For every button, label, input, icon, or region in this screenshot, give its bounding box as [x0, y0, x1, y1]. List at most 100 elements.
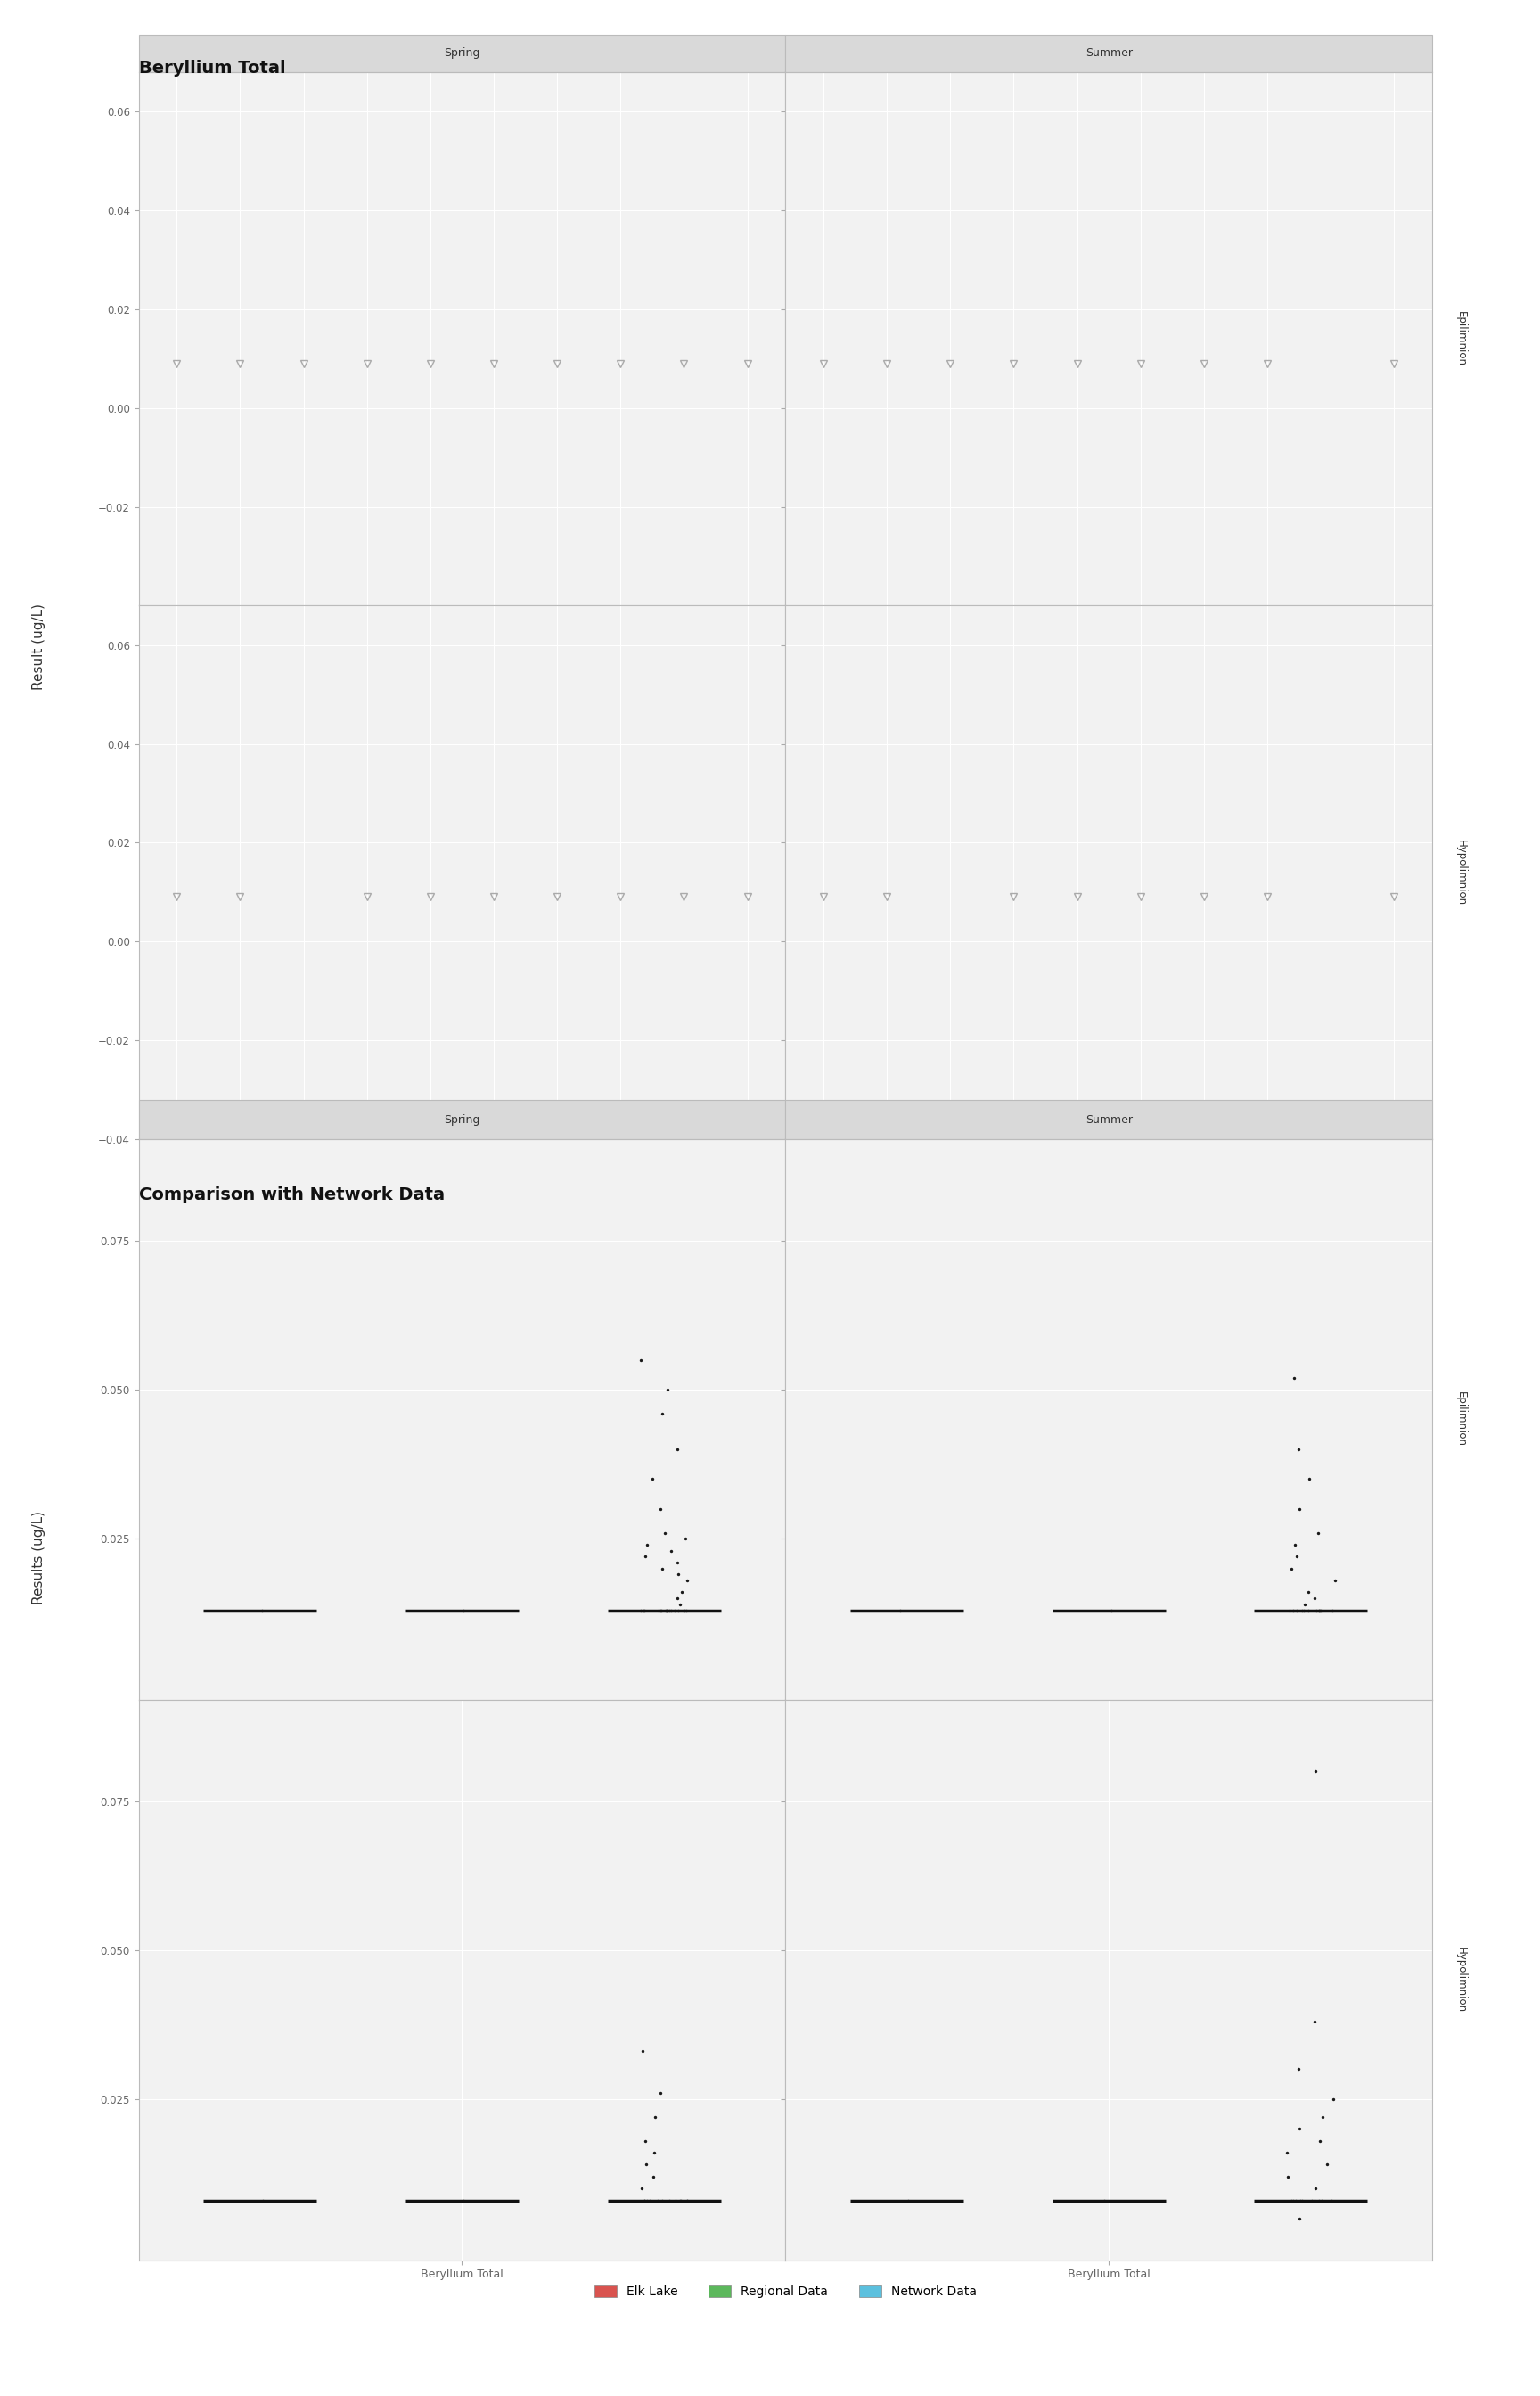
- Point: [648, 1591, 673, 1629]
- Point: [451, 1591, 476, 1629]
- Point: [653, 1514, 678, 1553]
- Point: [1277, 1591, 1301, 1629]
- Point: [1278, 2180, 1303, 2219]
- Point: [665, 1579, 690, 1617]
- Text: Spring: Spring: [444, 48, 480, 60]
- Point: [1292, 1591, 1317, 1629]
- Point: [1283, 2180, 1307, 2219]
- Point: [650, 1394, 675, 1433]
- Point: [1286, 1490, 1311, 1529]
- Point: [665, 1430, 690, 1469]
- Point: [645, 2180, 670, 2219]
- Text: Epilimnion: Epilimnion: [1455, 311, 1466, 367]
- Point: [1280, 1550, 1304, 1589]
- Point: [648, 1490, 673, 1529]
- Text: Summer: Summer: [1086, 48, 1132, 60]
- Point: [1275, 2132, 1300, 2171]
- Point: [1292, 1586, 1317, 1624]
- Point: [633, 2144, 658, 2183]
- Point: [647, 1591, 671, 1629]
- Text: Hypolimnion: Hypolimnion: [1455, 1948, 1466, 2013]
- Legend: Elk Lake, Regional Data, Network Data: Elk Lake, Regional Data, Network Data: [594, 2286, 976, 2298]
- Point: [648, 1591, 673, 1629]
- Point: [668, 2180, 693, 2219]
- Text: Hypolimnion: Hypolimnion: [1455, 839, 1466, 906]
- Point: [667, 1555, 691, 1593]
- Point: [650, 1550, 675, 1589]
- Point: [1092, 2180, 1117, 2219]
- Point: [1281, 1591, 1306, 1629]
- Point: [451, 2180, 476, 2219]
- Point: [1323, 1562, 1348, 1601]
- Point: [654, 1591, 679, 1629]
- Point: [1275, 2156, 1300, 2195]
- Point: [1321, 2080, 1346, 2118]
- Point: [633, 2123, 658, 2161]
- Bar: [785, 34, 1432, 72]
- Point: [1284, 1591, 1309, 1629]
- Point: [1287, 2200, 1312, 2238]
- Point: [1303, 2003, 1327, 2041]
- Point: [1297, 1459, 1321, 1498]
- Point: [1307, 1591, 1332, 1629]
- Point: [659, 1591, 684, 1629]
- Bar: [785, 1100, 1432, 1138]
- Text: Beryllium Total: Beryllium Total: [139, 60, 285, 77]
- Point: [1309, 2180, 1334, 2219]
- Point: [1281, 2180, 1306, 2219]
- Point: [1287, 2111, 1312, 2149]
- Point: [644, 2099, 668, 2137]
- Point: [1286, 2051, 1311, 2089]
- Point: [656, 1591, 681, 1629]
- Point: [675, 2180, 699, 2219]
- Point: [633, 1538, 658, 1577]
- Point: [664, 2180, 688, 2219]
- Point: [1320, 1591, 1344, 1629]
- Point: [628, 1342, 653, 1380]
- Point: [650, 2180, 675, 2219]
- Point: [1286, 1430, 1311, 1469]
- Point: [665, 1543, 690, 1581]
- Text: Spring: Spring: [444, 1114, 480, 1126]
- Point: [658, 2180, 682, 2219]
- Point: [648, 2075, 673, 2113]
- Point: [654, 1371, 679, 1409]
- Point: [1303, 2168, 1327, 2207]
- Point: [634, 2180, 659, 2219]
- Point: [631, 1591, 656, 1629]
- Point: [653, 1591, 678, 1629]
- Point: [1283, 1359, 1307, 1397]
- Point: [638, 2180, 662, 2219]
- Point: [896, 2180, 921, 2219]
- Point: [1307, 1591, 1332, 1629]
- Point: [1300, 2180, 1324, 2219]
- Point: [675, 2180, 699, 2219]
- Point: [668, 1586, 693, 1624]
- Point: [1284, 1538, 1309, 1577]
- Point: [1283, 1526, 1307, 1565]
- Point: [1307, 2180, 1332, 2219]
- Point: [1306, 1514, 1331, 1553]
- Point: [1295, 1591, 1320, 1629]
- Point: [654, 1591, 679, 1629]
- Point: [673, 1591, 698, 1629]
- Point: [671, 1591, 696, 1629]
- Point: [641, 1459, 665, 1498]
- Point: [634, 1526, 659, 1565]
- Point: [665, 1591, 690, 1629]
- Text: Result (ug/L): Result (ug/L): [32, 604, 45, 690]
- Point: [659, 1531, 684, 1569]
- Point: [662, 1591, 687, 1629]
- Point: [1291, 2180, 1315, 2219]
- Point: [1303, 2180, 1327, 2219]
- Point: [249, 1591, 274, 1629]
- Point: [675, 1562, 699, 1601]
- Text: Epilimnion: Epilimnion: [1455, 1392, 1466, 1447]
- Point: [1295, 1574, 1320, 1613]
- Point: [628, 1591, 653, 1629]
- Point: [675, 1591, 699, 1629]
- Point: [1289, 2180, 1314, 2219]
- Point: [1315, 2144, 1340, 2183]
- Point: [1303, 1751, 1327, 1790]
- Point: [631, 1591, 656, 1629]
